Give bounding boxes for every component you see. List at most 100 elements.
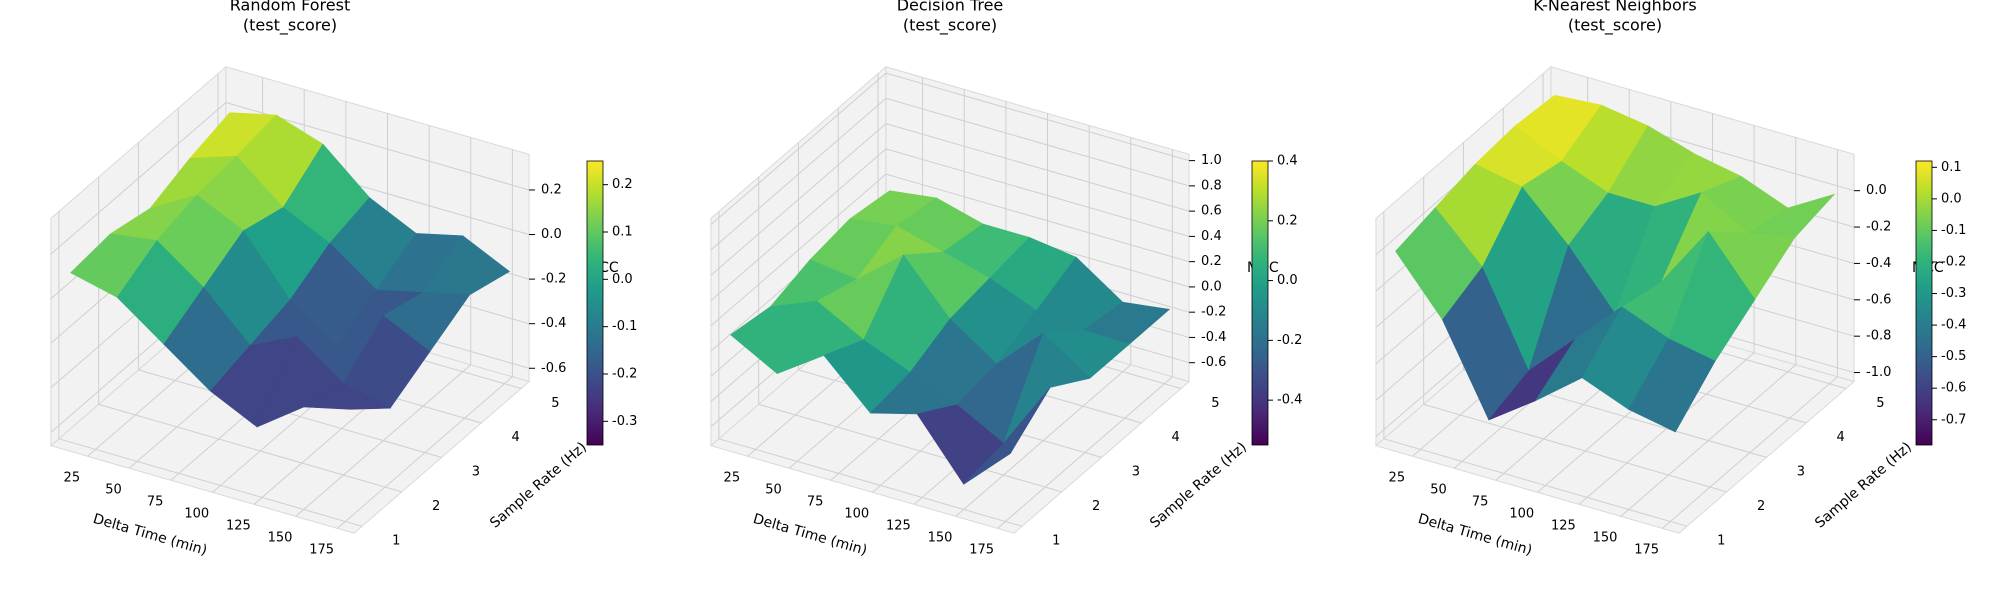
y-tick-label: 4 bbox=[511, 430, 519, 445]
chart-title: Decision Tree bbox=[897, 0, 1004, 15]
x-tick-label: 175 bbox=[309, 543, 334, 558]
grid-line bbox=[885, 97, 1190, 187]
z-tick-label: -0.4 bbox=[1201, 330, 1226, 345]
grid-line bbox=[710, 72, 887, 226]
chart-title: Random Forest bbox=[230, 0, 350, 15]
z-tick-label: -0.2 bbox=[1201, 305, 1226, 320]
grid-line bbox=[710, 98, 887, 251]
z-tick-label: -0.4 bbox=[1866, 256, 1891, 271]
y-tick-label: 1 bbox=[1052, 534, 1060, 549]
colorbar-tick-label: 0.1 bbox=[612, 225, 633, 240]
z-tick-label: 0.0 bbox=[1201, 279, 1222, 294]
x-tick-label: 75 bbox=[1472, 494, 1489, 509]
grid-line bbox=[58, 438, 363, 527]
y-tick-label: 5 bbox=[1211, 396, 1219, 411]
colorbar bbox=[1251, 160, 1269, 446]
grid-line bbox=[710, 173, 887, 327]
colorbar-tick-label: -0.5 bbox=[1941, 349, 1966, 364]
colorbar bbox=[586, 160, 604, 446]
colorbar-tick-label: 0.4 bbox=[1277, 154, 1298, 169]
z-tick-label: 1.0 bbox=[1201, 153, 1222, 168]
z-tick-label: -0.6 bbox=[1866, 292, 1891, 307]
colorbar-tick-label: -0.2 bbox=[1277, 333, 1302, 348]
surface-facet bbox=[302, 383, 392, 410]
y-tick-label: 3 bbox=[1132, 465, 1140, 480]
colorbar-tick-label: -0.1 bbox=[612, 319, 637, 334]
x-tick-label: 150 bbox=[268, 531, 293, 546]
colorbar-tick-label: -0.4 bbox=[1277, 393, 1302, 408]
x-tick-label: 125 bbox=[1551, 518, 1576, 533]
colorbar-tick-label: -0.2 bbox=[612, 367, 637, 382]
chart-subtitle: (test_score) bbox=[1568, 16, 1662, 36]
z-tick-label: -0.6 bbox=[541, 361, 566, 376]
z-tick-label: 0.2 bbox=[541, 182, 562, 197]
subplot: Decision Tree(test_score)255075100125150… bbox=[709, 0, 1302, 559]
colorbar-tick-label: 0.0 bbox=[1941, 191, 1962, 206]
y-tick-label: 3 bbox=[1797, 465, 1805, 480]
y-tick-label: 4 bbox=[1171, 430, 1179, 445]
subplot: K-Nearest Neighbors(test_score)255075100… bbox=[1374, 0, 1966, 559]
x-tick-label: 100 bbox=[184, 506, 209, 521]
x-tick-label: 175 bbox=[969, 543, 994, 558]
y-tick-label: 5 bbox=[551, 396, 559, 411]
x-tick-label: 175 bbox=[1634, 543, 1659, 558]
chart-title: K-Nearest Neighbors bbox=[1533, 0, 1696, 15]
colorbar-tick-label: -0.4 bbox=[1941, 318, 1966, 333]
y-tick-label: 3 bbox=[472, 465, 480, 480]
z-tick-label: 0.2 bbox=[1201, 254, 1222, 269]
x-tick-label: 50 bbox=[765, 482, 782, 497]
grid-line bbox=[885, 173, 1190, 263]
colorbar-tick-label: -0.1 bbox=[1941, 223, 1966, 238]
y-tick-label: 5 bbox=[1876, 396, 1884, 411]
grid-line bbox=[1423, 403, 1727, 493]
colorbar-tick-label: -0.7 bbox=[1941, 412, 1966, 427]
grid-line bbox=[885, 72, 1190, 162]
z-tick-label: -1.0 bbox=[1866, 365, 1891, 380]
colorbar-tick-label: 0.2 bbox=[1277, 213, 1298, 228]
grid-line bbox=[50, 102, 227, 255]
subplot: Random Forest(test_score)255075100125150… bbox=[49, 0, 637, 559]
z-tick-label: -0.4 bbox=[541, 316, 566, 331]
chart-subtitle: (test_score) bbox=[903, 16, 997, 36]
x-tick-label: 50 bbox=[105, 482, 122, 497]
colorbar-tick-label: -0.6 bbox=[1941, 381, 1966, 396]
y-tick-label: 2 bbox=[1092, 499, 1100, 514]
surface-facet bbox=[1395, 207, 1483, 320]
x-tick-label: 100 bbox=[844, 506, 869, 521]
colorbar-tick-label: -0.2 bbox=[1941, 254, 1966, 269]
x-tick-label: 25 bbox=[1389, 470, 1406, 485]
y-tick-label: 1 bbox=[392, 534, 400, 549]
y-tick-label: 1 bbox=[1717, 534, 1725, 549]
surface-facet bbox=[1628, 338, 1716, 433]
colorbar-tick-label: 0.0 bbox=[1277, 273, 1298, 288]
y-tick-label: 2 bbox=[432, 499, 440, 514]
colorbar-tick-label: 0.1 bbox=[1941, 160, 1962, 175]
colorbar-tick-label: -0.3 bbox=[1941, 286, 1966, 301]
colorbar-tick-label: 0.0 bbox=[612, 272, 633, 287]
z-tick-label: -0.2 bbox=[1866, 220, 1891, 235]
y-axis-label: Sample Rate (Hz) bbox=[1812, 439, 1915, 531]
x-tick-label: 75 bbox=[807, 494, 824, 509]
z-tick-label: 0.0 bbox=[541, 227, 562, 242]
z-tick-label: 0.4 bbox=[1201, 229, 1222, 244]
grid-line bbox=[885, 148, 1190, 237]
grid-line bbox=[710, 148, 887, 301]
x-tick-label: 25 bbox=[64, 470, 81, 485]
x-tick-label: 25 bbox=[724, 470, 741, 485]
y-axis-label: Sample Rate (Hz) bbox=[1147, 439, 1250, 531]
z-tick-label: 0.6 bbox=[1201, 204, 1222, 219]
x-tick-label: 50 bbox=[1430, 482, 1447, 497]
x-tick-label: 125 bbox=[226, 518, 251, 533]
grid-line bbox=[710, 123, 887, 276]
colorbar bbox=[1915, 160, 1933, 446]
x-tick-label: 125 bbox=[886, 518, 911, 533]
z-tick-label: -0.6 bbox=[1201, 355, 1226, 370]
grid-line bbox=[885, 123, 1190, 212]
grid-line bbox=[1383, 438, 1688, 527]
grid-line bbox=[718, 438, 1023, 527]
y-tick-label: 2 bbox=[1757, 499, 1765, 514]
x-tick-label: 150 bbox=[928, 531, 953, 546]
grid-line bbox=[138, 369, 442, 458]
z-tick-label: 0.8 bbox=[1201, 178, 1222, 193]
